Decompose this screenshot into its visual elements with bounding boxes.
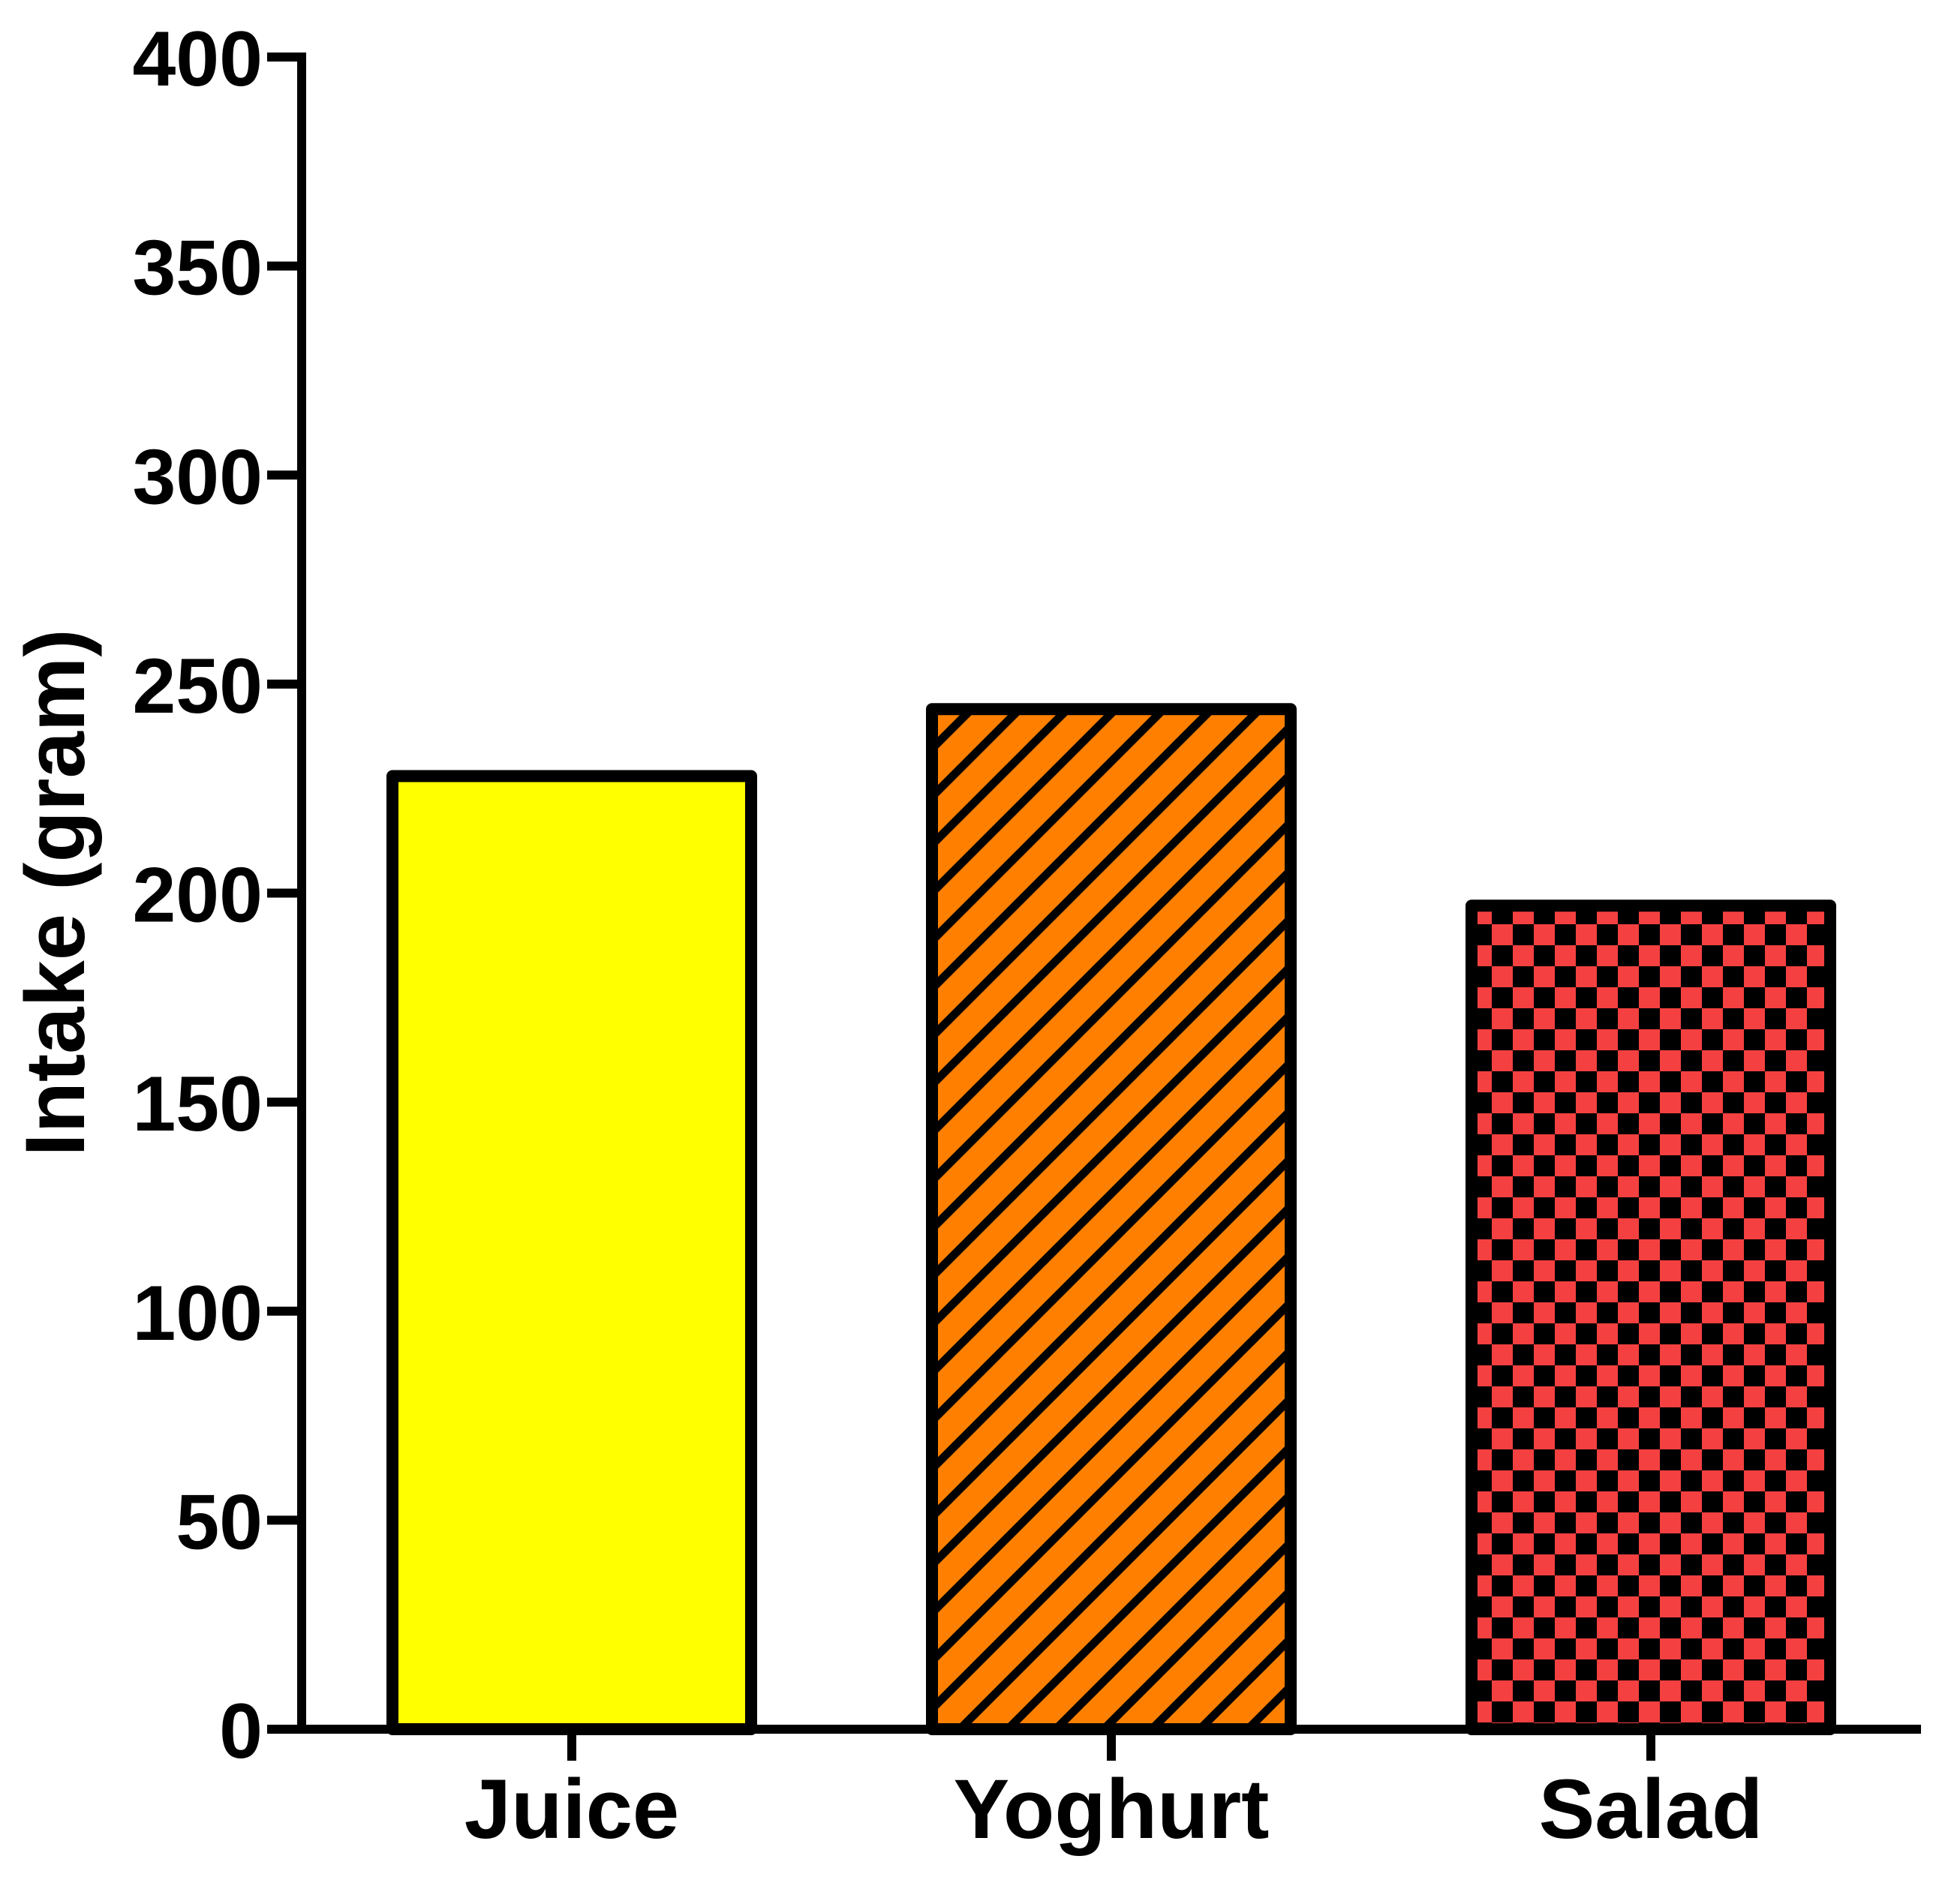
y-tick-label: 100 xyxy=(132,1270,263,1357)
y-tick-label: 350 xyxy=(132,225,263,312)
y-tick-label: 300 xyxy=(132,434,263,521)
x-tick-label: Salad xyxy=(1539,1762,1763,1856)
y-tick-label: 150 xyxy=(132,1061,263,1148)
x-tick-label: Yoghurt xyxy=(954,1762,1270,1856)
y-tick-label: 200 xyxy=(132,852,263,939)
y-tick-label: 50 xyxy=(176,1479,263,1566)
y-tick-label: 250 xyxy=(132,643,263,730)
y-tick-label: 400 xyxy=(132,16,263,103)
bar-juice xyxy=(386,770,757,1735)
bar-salad xyxy=(1466,899,1836,1735)
y-axis-label: Intake (gram) xyxy=(8,629,102,1156)
y-tick-label: 0 xyxy=(219,1688,263,1775)
x-tick-label: Juice xyxy=(464,1762,679,1856)
bar-yoghurt xyxy=(926,703,1297,1735)
